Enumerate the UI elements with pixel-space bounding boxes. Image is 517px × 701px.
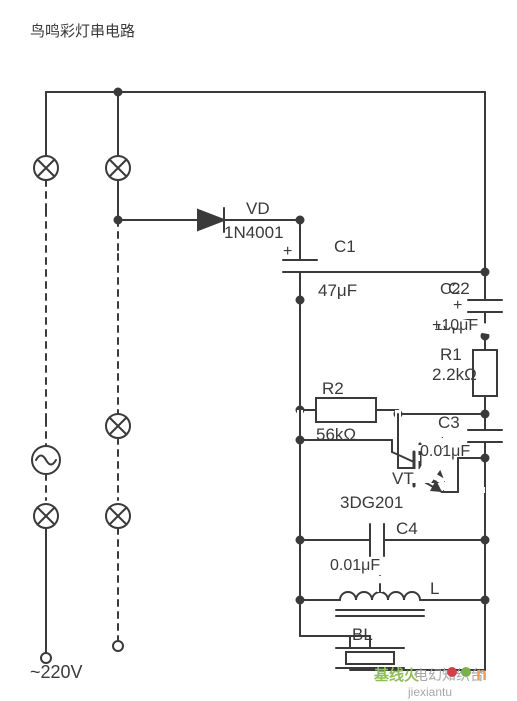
diagram-title: 鸟鸣彩灯串电路 bbox=[30, 23, 135, 40]
bl-ref: BL bbox=[352, 625, 373, 644]
c1-plus: + bbox=[283, 243, 292, 260]
vd-val: 1N4001 bbox=[224, 223, 284, 242]
c2-ref2: C2 bbox=[440, 281, 461, 298]
lamp-outer-bottom bbox=[34, 504, 58, 528]
ac-source-label: ~220V bbox=[30, 662, 83, 682]
c3-ref: C3 bbox=[438, 413, 460, 432]
c2-plus: + bbox=[453, 297, 462, 314]
c3-val: 0.01μF bbox=[420, 443, 470, 460]
r1-ref: R1 bbox=[440, 345, 462, 364]
c2-val2: +10μF bbox=[432, 317, 478, 334]
lamp-inner-bottom bbox=[106, 504, 130, 528]
svg-text:基线火: 基线火 bbox=[373, 666, 420, 684]
c1-val: 47μF bbox=[318, 281, 357, 300]
svg-text:jiexiantu: jiexiantu bbox=[407, 685, 452, 699]
vd-ref: VD bbox=[246, 199, 270, 218]
vt-val: 3DG201 bbox=[340, 493, 403, 512]
lamp-outer-top bbox=[34, 156, 58, 180]
r2-ref: R2 bbox=[322, 379, 344, 398]
c4-val: 0.01μF bbox=[330, 557, 380, 574]
r2-val: 56kΩ bbox=[316, 425, 356, 444]
r1-val: 2.2kΩ bbox=[432, 365, 477, 384]
c1-ref: C1 bbox=[334, 237, 356, 256]
lamp-inner-mid bbox=[106, 414, 130, 438]
vt-ref-2: VT bbox=[392, 469, 414, 488]
svg-text:n: n bbox=[476, 664, 487, 684]
lamp-inner-top bbox=[106, 156, 130, 180]
c4-ref: C4 bbox=[396, 519, 418, 538]
l-ref: L bbox=[430, 579, 439, 598]
watermark: 基线火 电幻知织台 n jiexiantu bbox=[373, 664, 487, 699]
